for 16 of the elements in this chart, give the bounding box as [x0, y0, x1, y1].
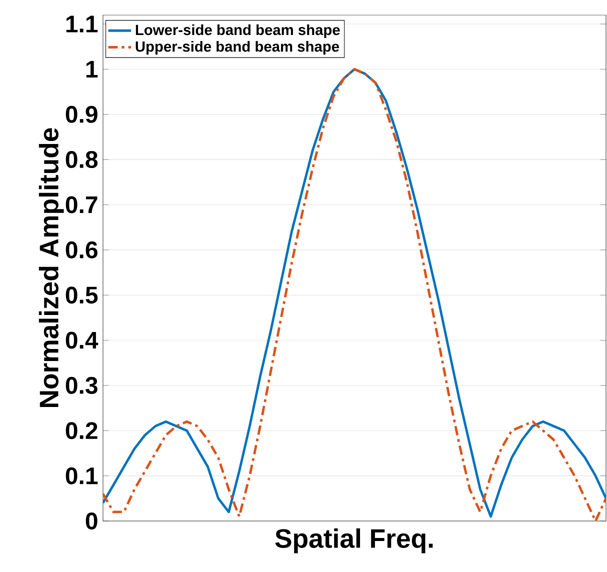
y-tick-label: 0.9: [66, 106, 98, 123]
y-tick-label: 0.6: [66, 241, 98, 258]
y-tick-label: 0.8: [66, 151, 98, 168]
y-tick-label: 0.3: [66, 376, 98, 394]
y-axis-title: Normalized Amplitude: [38, 128, 64, 407]
y-tick-label: 0.4: [66, 332, 98, 349]
y-tick-label: 0.1: [66, 467, 98, 484]
x-axis-title: Spatial Freq.: [275, 528, 433, 554]
y-tick-label: 1.1: [66, 16, 98, 32]
y-tick-label: 0: [86, 512, 98, 530]
y-tick-label: 0.2: [66, 422, 98, 440]
y-tick-label: 0.7: [66, 196, 98, 214]
y-tick-label: 1: [86, 60, 98, 78]
legend-label: Upper-side band beam shape: [136, 40, 339, 55]
y-tick-label: 0.5: [66, 286, 98, 304]
legend-label: Lower-side band beam shape: [136, 24, 340, 38]
